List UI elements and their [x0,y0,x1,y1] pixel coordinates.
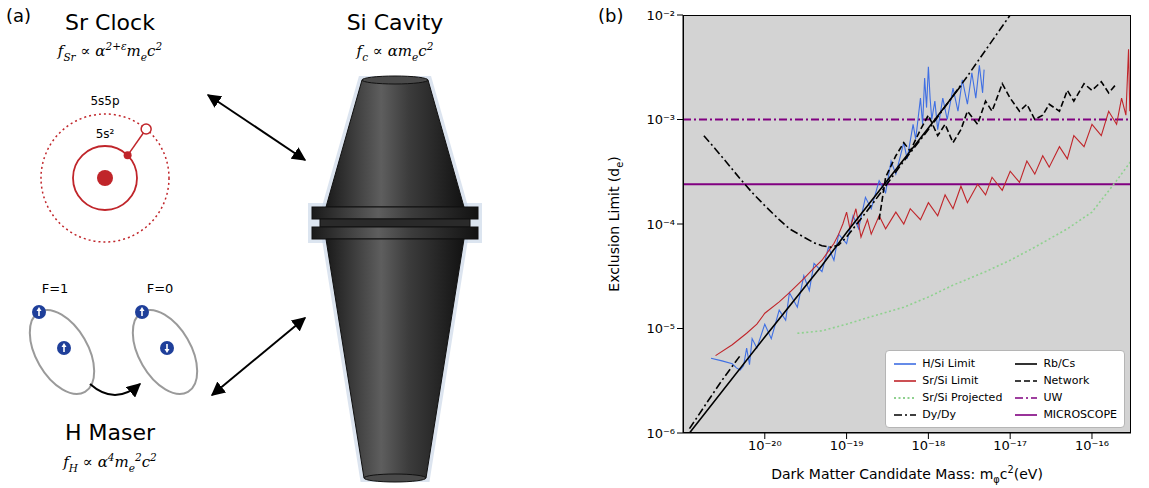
svg-text:Sr Clock: Sr Clock [65,10,155,35]
svg-text:10⁻⁶: 10⁻⁶ [646,426,675,441]
svg-text:5s²: 5s² [96,127,115,141]
svg-text:fc ∝ αmec2: fc ∝ αmec2 [356,40,434,63]
svg-text:10⁻⁵: 10⁻⁵ [646,321,675,336]
html-text:Sr/Si Limit: Sr/Si Limit [922,374,979,387]
svg-text:F=1: F=1 [42,281,69,296]
html-text:Dy/Dy: Dy/Dy [922,408,956,421]
svg-text:(b): (b) [598,5,623,26]
svg-text:10⁻¹⁹: 10⁻¹⁹ [830,438,864,453]
html-text:H/Si Limit: H/Si Limit [922,357,975,370]
svg-text:Exclusion Limit (de): Exclusion Limit (de) [606,156,625,291]
svg-text:10⁻¹⁸: 10⁻¹⁸ [911,438,945,453]
svg-text:10⁻¹⁷: 10⁻¹⁷ [993,438,1027,453]
svg-text:10⁻³: 10⁻³ [646,112,675,127]
svg-text:10⁻²⁰: 10⁻²⁰ [748,438,782,453]
html-text:Sr/Si Projected: Sr/Si Projected [922,391,1003,404]
svg-text:(a): (a) [6,5,31,26]
html-text:MICROSCOPE: MICROSCOPE [1043,408,1117,421]
svg-text:10⁻²: 10⁻² [646,8,675,23]
html-text:UW: UW [1043,391,1063,404]
svg-text:Dark Matter Candidate Mass: mφ: Dark Matter Candidate Mass: mφc2(eV) [771,464,1043,485]
svg-text:Si Cavity: Si Cavity [347,10,444,35]
svg-text:fH ∝ α4me2c2: fH ∝ α4me2c2 [62,451,157,474]
svg-text:10⁻¹⁶: 10⁻¹⁶ [1075,438,1109,453]
svg-text:H Maser: H Maser [65,420,156,445]
svg-text:10⁻⁴: 10⁻⁴ [646,217,675,232]
svg-text:fSr ∝ α2+εmec2: fSr ∝ α2+εmec2 [57,40,163,63]
html-text:Rb/Cs: Rb/Cs [1043,357,1076,370]
svg-text:F=0: F=0 [147,281,174,296]
svg-text:5s5p: 5s5p [90,94,119,108]
html-text:Network: Network [1043,374,1090,387]
